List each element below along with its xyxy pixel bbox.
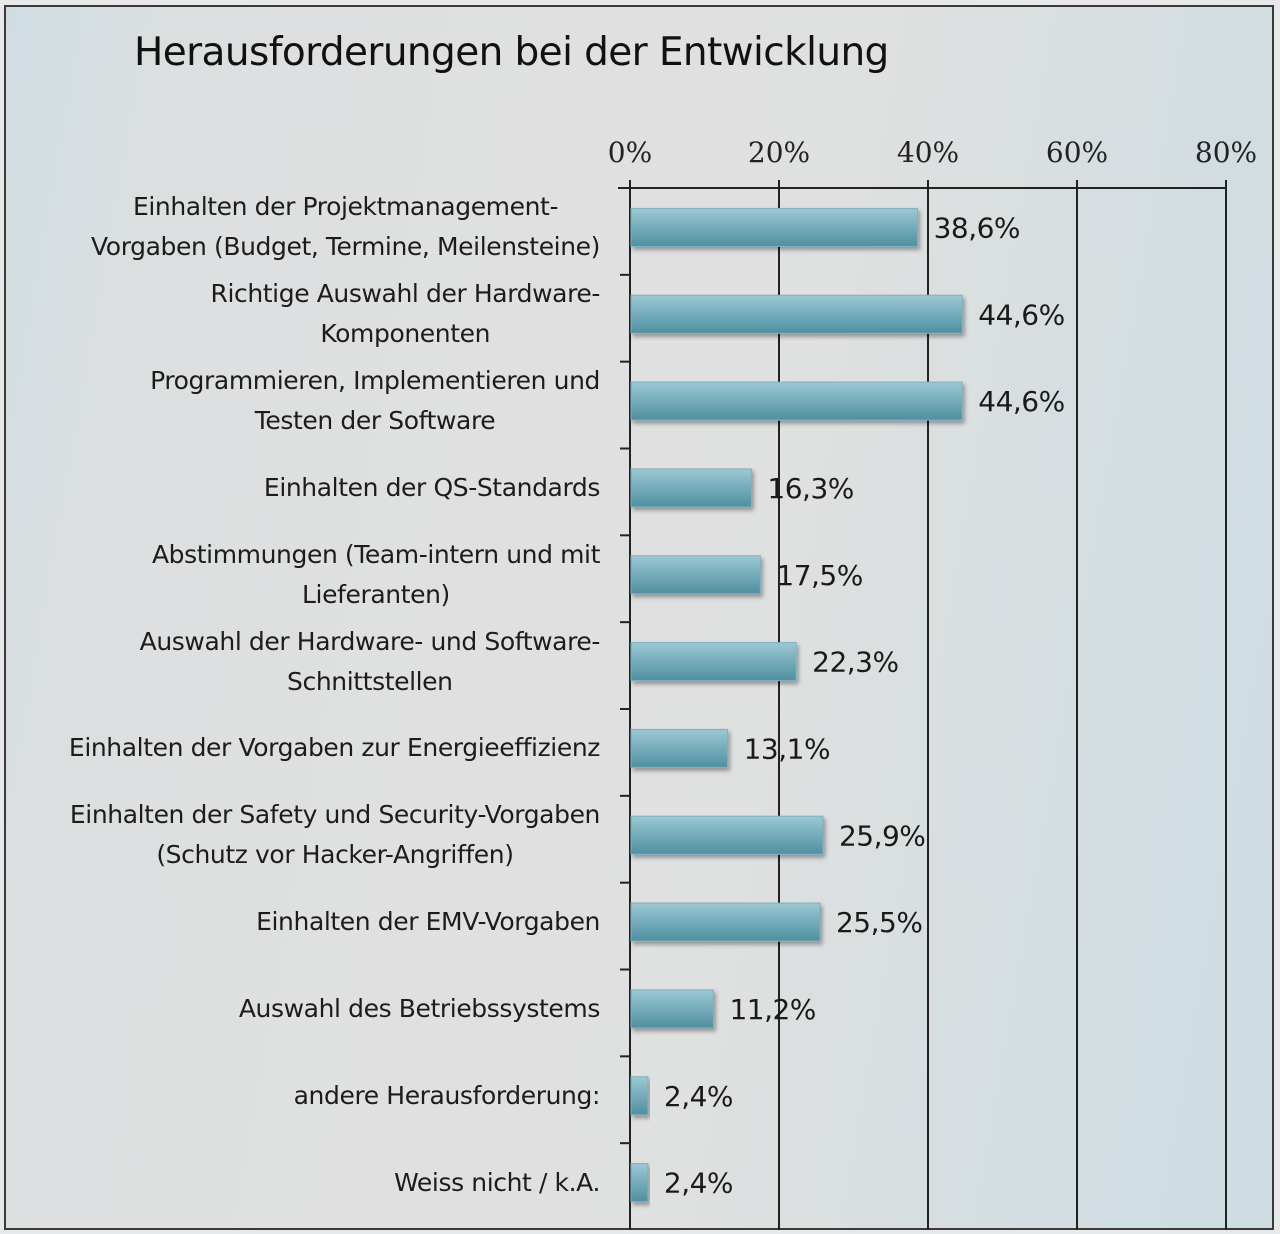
bar bbox=[630, 468, 752, 508]
x-tick-label: 20% bbox=[748, 136, 810, 169]
category-label-line: (Schutz vor Hacker-Angriffen) bbox=[156, 840, 514, 870]
category-label-line: Einhalten der QS-Standards bbox=[263, 472, 600, 502]
chart-title: Herausforderungen bei der Entwicklung bbox=[134, 30, 889, 75]
category-label-text: Einhalten der Vorgaben zur Energieeffizi… bbox=[69, 728, 600, 768]
category-label-line: Abstimmungen (Team-intern und mit bbox=[151, 539, 600, 569]
data-label: 44,6% bbox=[978, 298, 1064, 331]
category-label: andere Herausforderung: bbox=[10, 1052, 601, 1139]
category-label-line: Auswahl der Hardware- und Software- bbox=[139, 626, 601, 656]
data-label: 2,4% bbox=[664, 1167, 733, 1200]
category-label-line: Programmieren, Implementieren und bbox=[150, 366, 600, 396]
category-label-text: Einhalten der EMV-Vorgaben bbox=[256, 902, 600, 942]
category-label-line: Weiss nicht / k.A. bbox=[394, 1167, 600, 1197]
category-label: Einhalten der Safety und Security-Vorgab… bbox=[10, 792, 601, 879]
data-label: 17,5% bbox=[776, 559, 862, 592]
category-label: Programmieren, Implementieren und Testen … bbox=[10, 358, 600, 445]
category-label: Einhalten der EMV-Vorgaben bbox=[10, 879, 600, 966]
category-label-text: Auswahl des Betriebssystems bbox=[238, 989, 601, 1029]
category-label: Einhalten der Projektmanagement- Vorgaben… bbox=[10, 184, 600, 271]
x-tick-label: 60% bbox=[1046, 136, 1108, 169]
category-label: Einhalten der QS-Standards bbox=[10, 445, 600, 532]
data-label: 22,3% bbox=[812, 646, 898, 679]
category-label-line: Einhalten der Safety und Security-Vorgab… bbox=[69, 800, 601, 830]
category-label-text: Einhalten der QS-Standards bbox=[264, 468, 600, 508]
category-label-line: Einhalten der EMV-Vorgaben bbox=[256, 907, 600, 937]
category-label: Auswahl des Betriebssystems bbox=[10, 966, 601, 1053]
category-label-text: Weiss nicht / k.A. bbox=[394, 1163, 600, 1203]
category-label-line: Komponenten bbox=[320, 319, 491, 349]
category-label-line: Schnittstellen bbox=[287, 666, 453, 696]
category-label-line: Richtige Auswahl der Hardware- bbox=[210, 279, 600, 309]
data-label: 44,6% bbox=[978, 385, 1064, 418]
bar bbox=[630, 294, 963, 334]
category-label-line: andere Herausforderung: bbox=[293, 1080, 601, 1110]
x-tick-label: 0% bbox=[608, 136, 652, 169]
x-tick-label: 80% bbox=[1195, 136, 1257, 169]
category-label-text: Einhalten der Safety und Security-Vorgab… bbox=[69, 795, 601, 875]
category-label: Auswahl der Hardware- und Software- Schni… bbox=[10, 618, 601, 705]
category-label-text: Einhalten der Projektmanagement- Vorgaben… bbox=[91, 187, 600, 267]
x-tick-label: 40% bbox=[897, 136, 959, 169]
category-label-text: Auswahl der Hardware- und Software- Schni… bbox=[139, 622, 601, 702]
bar bbox=[630, 381, 963, 421]
data-label: 25,5% bbox=[836, 906, 922, 939]
data-label: 2,4% bbox=[664, 1080, 733, 1113]
category-label-text: andere Herausforderung: bbox=[293, 1076, 601, 1116]
category-label: Abstimmungen (Team-intern und mit Liefera… bbox=[10, 531, 600, 618]
category-label: Weiss nicht / k.A. bbox=[10, 1139, 600, 1226]
bar bbox=[630, 1076, 649, 1116]
category-label-line: Vorgaben (Budget, Termine, Meilensteine) bbox=[91, 232, 600, 262]
category-label: Einhalten der Vorgaben zur Energieeffizi… bbox=[10, 705, 600, 792]
data-label: 25,9% bbox=[839, 819, 925, 852]
bar bbox=[630, 728, 729, 768]
category-label-line: Einhalten der Vorgaben zur Energieeffizi… bbox=[68, 733, 600, 763]
category-label-line: Auswahl des Betriebssystems bbox=[238, 993, 601, 1023]
data-label: 11,2% bbox=[729, 993, 815, 1026]
category-label-text: Richtige Auswahl der Hardware- Komponente… bbox=[210, 274, 600, 354]
category-label-line: Lieferanten) bbox=[302, 579, 450, 609]
bar bbox=[630, 555, 761, 595]
bar bbox=[630, 989, 714, 1029]
category-label-line: Testen der Software bbox=[254, 406, 496, 436]
bar bbox=[630, 642, 797, 682]
bar bbox=[630, 815, 824, 855]
data-label: 38,6% bbox=[934, 211, 1020, 244]
bar bbox=[630, 902, 821, 942]
bar bbox=[630, 207, 919, 247]
category-label-text: Abstimmungen (Team-intern und mit Liefera… bbox=[152, 535, 600, 615]
category-label-line: Einhalten der Projektmanagement- bbox=[132, 192, 559, 222]
category-label-text: Programmieren, Implementieren und Testen … bbox=[150, 361, 600, 441]
bar bbox=[630, 1163, 649, 1203]
data-label: 16,3% bbox=[767, 472, 853, 505]
data-label: 13,1% bbox=[744, 732, 830, 765]
category-label: Richtige Auswahl der Hardware- Komponente… bbox=[10, 271, 600, 358]
